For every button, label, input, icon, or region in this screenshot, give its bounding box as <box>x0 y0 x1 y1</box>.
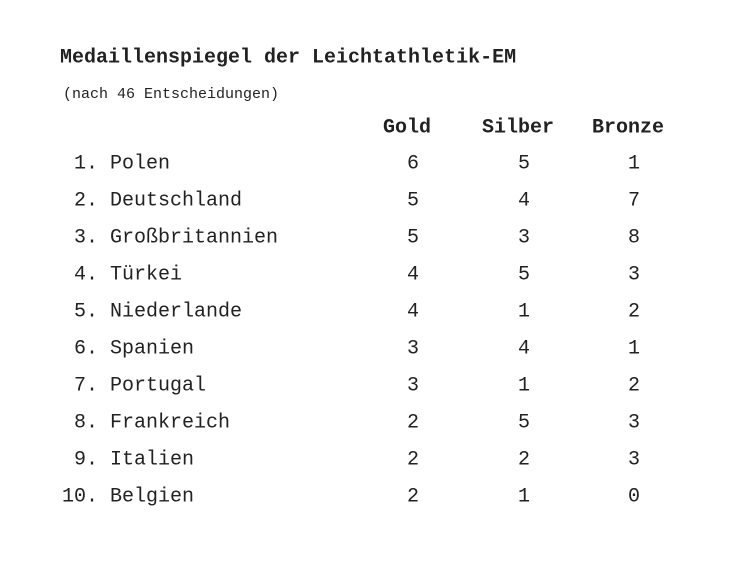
country: Frankreich <box>110 411 230 434</box>
rank: 8. <box>74 411 98 434</box>
medal-count: 1 <box>518 300 530 323</box>
medal-count: 1 <box>628 337 640 360</box>
rank: 6. <box>74 337 98 360</box>
medal-count: 5 <box>407 226 419 249</box>
column-header: Bronze <box>592 116 664 139</box>
medal-count: 3 <box>628 448 640 471</box>
medal-count: 5 <box>407 189 419 212</box>
rank: 1. <box>74 152 98 175</box>
medal-count: 6 <box>407 152 419 175</box>
medal-count: 1 <box>518 374 530 397</box>
rank: 3. <box>74 226 98 249</box>
medal-count: 1 <box>518 485 530 508</box>
medal-count: 3 <box>407 337 419 360</box>
medal-count: 7 <box>628 189 640 212</box>
medal-count: 3 <box>628 263 640 286</box>
column-header: Silber <box>482 116 554 139</box>
country: Spanien <box>110 337 194 360</box>
medal-count: 4 <box>518 189 530 212</box>
rank: 2. <box>74 189 98 212</box>
medal-count: 2 <box>407 448 419 471</box>
rank: 10. <box>62 485 98 508</box>
medal-count: 1 <box>628 152 640 175</box>
medal-count: 2 <box>628 300 640 323</box>
medal-count: 5 <box>518 263 530 286</box>
column-header: Gold <box>383 116 431 139</box>
medal-count: 4 <box>518 337 530 360</box>
medal-count: 0 <box>628 485 640 508</box>
rank: 7. <box>74 374 98 397</box>
medal-count: 5 <box>518 152 530 175</box>
country: Türkei <box>110 263 182 286</box>
medal-count: 2 <box>407 411 419 434</box>
title: Medaillenspiegel der Leichtathletik-EM <box>60 46 516 69</box>
rank: 5. <box>74 300 98 323</box>
country: Polen <box>110 152 170 175</box>
country: Portugal <box>110 374 206 397</box>
rank: 9. <box>74 448 98 471</box>
medal-count: 3 <box>628 411 640 434</box>
medal-count: 3 <box>518 226 530 249</box>
country: Belgien <box>110 485 194 508</box>
medal-count: 2 <box>518 448 530 471</box>
country: Großbritannien <box>110 226 278 249</box>
country: Niederlande <box>110 300 242 323</box>
medal-count: 3 <box>407 374 419 397</box>
medal-count: 8 <box>628 226 640 249</box>
medal-count: 5 <box>518 411 530 434</box>
medal-count: 2 <box>628 374 640 397</box>
subtitle: (nach 46 Entscheidungen) <box>63 86 279 103</box>
medal-count: 2 <box>407 485 419 508</box>
country: Deutschland <box>110 189 242 212</box>
medal-count: 4 <box>407 263 419 286</box>
country: Italien <box>110 448 194 471</box>
rank: 4. <box>74 263 98 286</box>
medal-count: 4 <box>407 300 419 323</box>
